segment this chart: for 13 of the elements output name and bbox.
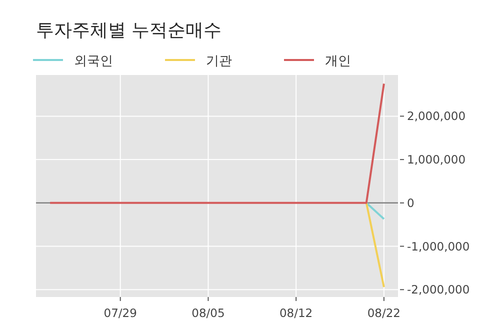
x-tick-label: 08/12 — [280, 306, 313, 320]
y-tick-label: -2,000,000 — [407, 282, 470, 297]
y-tick-label: 1,000,000 — [407, 152, 466, 167]
y-tick-label: 0 — [407, 196, 414, 210]
y-tick-label: -1,000,000 — [407, 239, 470, 254]
chart-title: 투자주체별 누적순매수 — [36, 20, 222, 41]
y-tick-label: 2,000,000 — [407, 109, 466, 124]
x-tick-label: 08/05 — [192, 306, 225, 320]
legend-label: 외국인 — [74, 54, 113, 69]
legend-label: 기관 — [206, 54, 232, 69]
x-tick-label: 08/22 — [367, 306, 401, 320]
legend-label: 개인 — [325, 54, 351, 69]
x-tick-label: 07/29 — [104, 306, 137, 320]
